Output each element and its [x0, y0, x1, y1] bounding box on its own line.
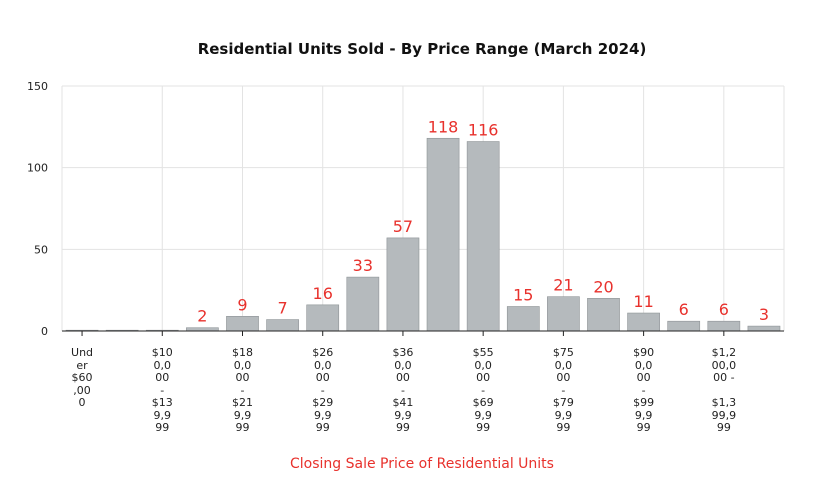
y-tick-label: 100	[27, 162, 48, 175]
x-tick-label: $18 0,0 00 - $21 9,9 99	[232, 346, 253, 434]
x-tick-label: $75 0,0 00 - $79 9,9 99	[552, 346, 574, 434]
bar	[506, 306, 540, 332]
bar	[266, 319, 299, 332]
bar	[466, 141, 500, 332]
data-label: 11	[633, 292, 653, 311]
bar	[386, 237, 420, 332]
bar	[426, 137, 460, 332]
y-tick-label: 0	[41, 325, 48, 338]
bar	[707, 320, 741, 332]
data-label: 16	[313, 284, 333, 303]
y-tick-label: 50	[34, 243, 48, 256]
x-tick-label: $26 0,0 00 - $29 9,9 99	[312, 346, 334, 434]
bar	[346, 276, 380, 332]
data-label: 3	[759, 305, 769, 324]
x-tick-label: $36 0,0 00 - $41 9,9 99	[392, 346, 414, 434]
x-tick-label: Und er $60 ,00 0	[71, 346, 94, 409]
bar	[547, 296, 580, 332]
data-label: 15	[513, 286, 533, 305]
data-label: 6	[719, 300, 729, 319]
chart-title: Residential Units Sold - By Price Range …	[197, 40, 647, 58]
data-label: 118	[428, 117, 459, 136]
data-label: 20	[593, 277, 613, 296]
x-tick-label: $1,2 00,0 00 - $1,3 99,9 99	[711, 346, 737, 434]
y-tick-label: 150	[27, 80, 48, 93]
bar	[667, 320, 701, 332]
data-label: 9	[237, 295, 247, 314]
data-label: 33	[353, 256, 373, 275]
data-label: 21	[553, 276, 573, 295]
data-label: 2	[197, 307, 207, 326]
data-label: 116	[468, 121, 499, 140]
x-tick-label: $90 0,0 00 - $99 9,9 99	[633, 346, 655, 434]
data-label: 57	[393, 217, 413, 236]
x-axis-label: Closing Sale Price of Residential Units	[290, 456, 554, 472]
data-label: 7	[278, 299, 288, 318]
data-label: 6	[679, 300, 689, 319]
bar	[226, 315, 259, 332]
bar	[747, 325, 781, 332]
x-tick-label: $55 0,0 00 - $69 9,9 99	[472, 346, 494, 434]
bar	[627, 312, 660, 332]
bar	[587, 298, 620, 332]
bar	[306, 304, 340, 332]
x-tick-label: $10 0,0 00 - $13 9,9 99	[151, 346, 173, 434]
